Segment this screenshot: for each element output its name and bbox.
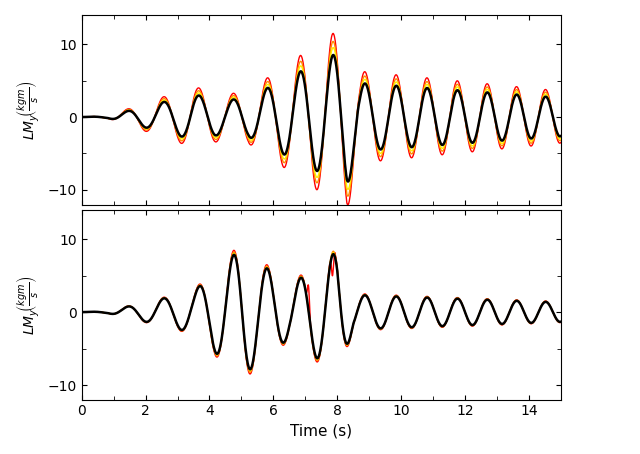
Y-axis label: $LM_y\!\left(\frac{kgm}{s}\right)$: $LM_y\!\left(\frac{kgm}{s}\right)$ [15, 80, 42, 140]
Y-axis label: $LM_y\!\left(\frac{kgm}{s}\right)$: $LM_y\!\left(\frac{kgm}{s}\right)$ [15, 275, 42, 335]
X-axis label: Time (s): Time (s) [291, 424, 353, 439]
